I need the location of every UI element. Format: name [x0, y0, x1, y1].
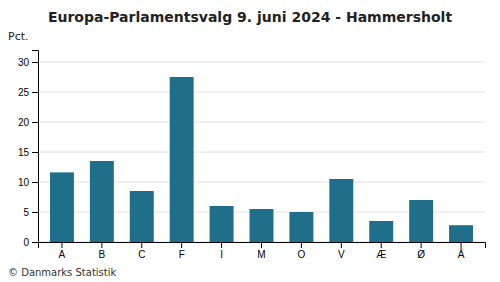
bar [250, 209, 274, 242]
x-tick-mark [181, 242, 182, 248]
x-tick-mark [301, 242, 302, 248]
bar [449, 225, 473, 242]
x-tick: Å [458, 242, 465, 260]
x-tick-mark [341, 242, 342, 248]
y-axis-line [32, 51, 39, 243]
x-tick-label: I [220, 249, 223, 260]
x-tick-label: O [298, 249, 306, 260]
bar [409, 200, 433, 242]
bar [90, 161, 114, 242]
y-tick-mark [32, 122, 38, 123]
x-tick-label: Ø [417, 249, 425, 260]
y-tick: 10 [18, 177, 38, 188]
x-axis-line [39, 243, 486, 249]
bar [289, 212, 313, 242]
x-tick-label: V [338, 249, 345, 260]
x-tick-label: C [138, 249, 145, 260]
y-axis: 0 5 10 15 20 25 30 [18, 51, 39, 248]
x-tick-label: B [99, 249, 106, 260]
grid-line [38, 62, 485, 63]
y-tick-mark [32, 62, 38, 63]
y-tick-mark [32, 212, 38, 213]
footer: © Danmarks Statistik [8, 267, 117, 278]
x-tick-label: A [59, 249, 66, 260]
y-tick: 15 [18, 147, 38, 158]
bars [50, 77, 473, 242]
x-tick-label: Æ [376, 249, 386, 260]
bar [210, 206, 234, 242]
x-tick: Æ [376, 242, 386, 260]
x-tick-mark [381, 242, 382, 248]
x-tick: F [179, 242, 185, 260]
y-tick: 20 [18, 117, 38, 128]
x-tick-mark [141, 242, 142, 248]
grid-line [38, 92, 485, 93]
y-tick-label: 0 [23, 237, 29, 248]
title: Europa-Parlamentsvalg 9. juni 2024 - Ham… [48, 9, 452, 25]
y-tick-label: 20 [18, 117, 30, 128]
x-tick-label: Å [458, 248, 465, 260]
grid-line [38, 122, 485, 123]
grid-line [38, 152, 485, 153]
x-axis: ABCFIMOVÆØÅ [39, 242, 486, 260]
x-tick-label: F [179, 249, 185, 260]
bar [170, 77, 194, 242]
x-tick-mark [261, 242, 262, 248]
y-tick: 25 [18, 87, 38, 98]
bar [130, 191, 154, 242]
y-tick: 5 [23, 207, 38, 218]
x-tick: O [298, 242, 306, 260]
bar [369, 221, 393, 242]
y-tick-label: 25 [18, 87, 30, 98]
x-tick-mark [461, 242, 462, 248]
x-tick: V [338, 242, 345, 260]
y-tick-mark [32, 182, 38, 183]
x-tick-mark [101, 242, 102, 248]
plot-area: 0 5 10 15 20 25 30 A B C F I M O V Æ Ø Å [18, 51, 486, 261]
x-tick-mark [221, 242, 222, 248]
y-tick: 30 [18, 57, 38, 68]
x-tick: B [99, 242, 106, 260]
x-tick: C [138, 242, 145, 260]
x-tick: A [59, 242, 66, 260]
y-label: Pct. [8, 30, 29, 43]
x-tick: I [220, 242, 223, 260]
bar [50, 172, 74, 242]
x-tick: M [257, 242, 265, 260]
y-tick-label: 30 [18, 57, 30, 68]
x-tick-mark [61, 242, 62, 248]
y-tick-mark [32, 92, 38, 93]
y-tick: 0 [23, 237, 38, 248]
y-tick-label: 15 [18, 147, 30, 158]
chart: 0 5 10 15 20 25 30 A B C F I M O V Æ Ø Å Pct. Europa-Parlam… [0, 0, 500, 282]
grid [38, 62, 485, 242]
x-tick-mark [421, 242, 422, 248]
y-tick-mark [32, 242, 38, 243]
x-tick-label: M [257, 249, 265, 260]
y-tick-label: 10 [18, 177, 30, 188]
y-tick-mark [32, 152, 38, 153]
y-tick-label: 5 [23, 207, 29, 218]
x-tick: Ø [417, 242, 425, 260]
bar [329, 179, 353, 242]
